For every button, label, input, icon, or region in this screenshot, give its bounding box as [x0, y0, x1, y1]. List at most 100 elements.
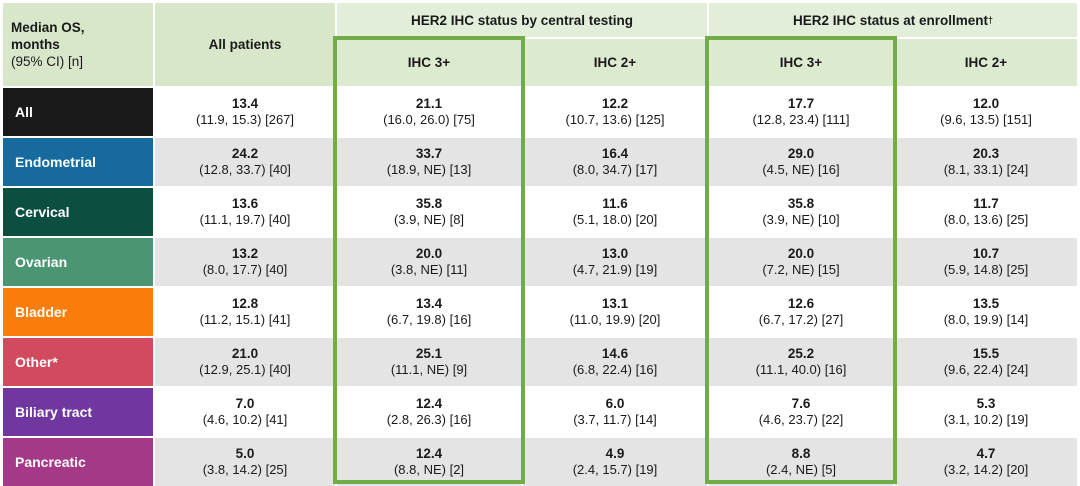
column-header-enroll-ihc3: IHC 3+	[709, 39, 893, 86]
cell-enroll-ihc2: 13.5 (8.0, 19.9) [14]	[895, 288, 1077, 336]
cell-value: 20.3	[972, 145, 1000, 161]
table-row: Ovarian 13.2 (8.0, 17.7) [40] 20.0 (3.8,…	[3, 238, 1077, 286]
corner-header-line3: (95% CI) [n]	[11, 54, 84, 69]
cell-value: 12.8	[231, 295, 259, 311]
cell-ci: (9.6, 13.5) [151]	[940, 112, 1032, 127]
cell-ci: (7.2, NE) [15]	[762, 262, 840, 277]
cell-central-ihc2: 11.6 (5.1, 18.0) [20]	[523, 188, 707, 236]
row-label: Endometrial	[3, 138, 153, 186]
cell-value: 10.7	[972, 245, 1000, 261]
central-testing-label: HER2 IHC status by central testing	[410, 12, 634, 28]
cell-enroll-ihc3: 29.0 (4.5, NE) [16]	[709, 138, 893, 186]
group-header-central-testing: HER2 IHC status by central testing	[337, 3, 707, 37]
cell-value: 12.0	[972, 95, 1000, 111]
table-row: Pancreatic 5.0 (3.8, 14.2) [25] 12.4 (8.…	[3, 438, 1077, 486]
cell-ci: (8.0, 17.7) [40]	[202, 262, 288, 277]
cell-enroll-ihc2: 10.7 (5.9, 14.8) [25]	[895, 238, 1077, 286]
table-row: All 13.4 (11.9, 15.3) [267] 21.1 (16.0, …	[3, 88, 1077, 136]
cell-value: 25.2	[787, 345, 815, 361]
column-header-all-patients: All patients	[155, 3, 335, 86]
table-row: Biliary tract 7.0 (4.6, 10.2) [41] 12.4 …	[3, 388, 1077, 436]
cell-ci: (11.0, 19.9) [20]	[569, 312, 661, 327]
cell-all-patients: 13.2 (8.0, 17.7) [40]	[155, 238, 335, 286]
cell-value: 12.6	[787, 295, 815, 311]
cell-central-ihc3: 13.4 (6.7, 19.8) [16]	[337, 288, 521, 336]
row-label-text: Bladder	[15, 304, 68, 320]
cell-central-ihc3: 20.0 (3.8, NE) [11]	[337, 238, 521, 286]
cell-ci: (5.9, 14.8) [25]	[943, 262, 1029, 277]
row-label: Ovarian	[3, 238, 153, 286]
cell-value: 16.4	[601, 145, 629, 161]
cell-value: 13.5	[972, 295, 1000, 311]
cell-ci: (3.8, 14.2) [25]	[202, 462, 288, 477]
cell-enroll-ihc2: 5.3 (3.1, 10.2) [19]	[895, 388, 1077, 436]
cell-value: 13.2	[231, 245, 259, 261]
cell-central-ihc2: 13.0 (4.7, 21.9) [19]	[523, 238, 707, 286]
cell-ci: (11.9, 15.3) [267]	[195, 112, 295, 127]
row-label: Pancreatic	[3, 438, 153, 486]
cell-ci: (11.1, 40.0) [16]	[755, 362, 847, 377]
cell-ci: (3.8, NE) [11]	[390, 262, 468, 277]
cell-central-ihc3: 35.8 (3.9, NE) [8]	[337, 188, 521, 236]
cell-value: 29.0	[787, 145, 815, 161]
row-label: Other*	[3, 338, 153, 386]
row-label: Biliary tract	[3, 388, 153, 436]
row-label-text: Endometrial	[15, 154, 96, 170]
row-label-text: Other*	[15, 354, 58, 370]
enrollment-label: HER2 IHC status at enrollment	[792, 12, 989, 28]
corner-header-line1: Median OS,	[11, 20, 85, 35]
cell-ci: (4.6, 23.7) [22]	[758, 412, 844, 427]
cell-value: 12.4	[415, 395, 443, 411]
cell-value: 20.0	[787, 245, 815, 261]
cell-all-patients: 21.0 (12.9, 25.1) [40]	[155, 338, 335, 386]
cell-all-patients: 24.2 (12.8, 33.7) [40]	[155, 138, 335, 186]
group-header-enrollment: HER2 IHC status at enrollment †	[709, 3, 1077, 37]
cell-ci: (10.7, 13.6) [125]	[565, 112, 665, 127]
cell-value: 13.0	[601, 245, 629, 261]
cell-enroll-ihc3: 12.6 (6.7, 17.2) [27]	[709, 288, 893, 336]
all-patients-label: All patients	[208, 37, 282, 52]
cell-value: 12.4	[415, 445, 443, 461]
row-label-text: Biliary tract	[15, 404, 93, 420]
row-label-text: Cervical	[15, 204, 70, 220]
cell-value: 35.8	[415, 195, 443, 211]
cell-value: 20.0	[415, 245, 443, 261]
cell-ci: (12.8, 33.7) [40]	[199, 162, 291, 177]
cell-value: 33.7	[415, 145, 443, 161]
cell-enroll-ihc3: 8.8 (2.4, NE) [5]	[709, 438, 893, 486]
cell-ci: (8.0, 19.9) [14]	[943, 312, 1029, 327]
cell-enroll-ihc3: 20.0 (7.2, NE) [15]	[709, 238, 893, 286]
cell-value: 6.0	[605, 395, 625, 411]
table-row: Bladder 12.8 (11.2, 15.1) [41] 13.4 (6.7…	[3, 288, 1077, 336]
cell-value: 11.6	[602, 195, 628, 211]
cell-central-ihc2: 12.2 (10.7, 13.6) [125]	[523, 88, 707, 136]
cell-central-ihc2: 6.0 (3.7, 11.7) [14]	[523, 388, 707, 436]
cell-value: 11.7	[973, 195, 999, 211]
cell-central-ihc3: 12.4 (2.8, 26.3) [16]	[337, 388, 521, 436]
cell-value: 21.0	[231, 345, 259, 361]
table-body: All 13.4 (11.9, 15.3) [267] 21.1 (16.0, …	[3, 88, 1077, 486]
cell-ci: (4.7, 21.9) [19]	[572, 262, 658, 277]
cell-value: 5.3	[976, 395, 996, 411]
table-row: Cervical 13.6 (11.1, 19.7) [40] 35.8 (3.…	[3, 188, 1077, 236]
cell-enroll-ihc2: 15.5 (9.6, 22.4) [24]	[895, 338, 1077, 386]
cell-value: 12.2	[601, 95, 629, 111]
cell-ci: (4.5, NE) [16]	[762, 162, 840, 177]
cell-central-ihc2: 16.4 (8.0, 34.7) [17]	[523, 138, 707, 186]
cell-ci: (2.4, NE) [5]	[765, 462, 837, 477]
cell-ci: (6.7, 19.8) [16]	[386, 312, 472, 327]
cell-value: 7.6	[791, 395, 811, 411]
cell-ci: (6.7, 17.2) [27]	[758, 312, 844, 327]
cell-ci: (12.8, 23.4) [111]	[752, 112, 850, 127]
cell-ci: (5.1, 18.0) [20]	[572, 212, 658, 227]
cell-ci: (4.6, 10.2) [41]	[202, 412, 288, 427]
cell-all-patients: 13.4 (11.9, 15.3) [267]	[155, 88, 335, 136]
row-label: Cervical	[3, 188, 153, 236]
cell-ci: (3.1, 10.2) [19]	[943, 412, 1029, 427]
column-header-central-ihc2: IHC 2+	[523, 39, 707, 86]
cell-ci: (18.9, NE) [13]	[386, 162, 472, 177]
cell-value: 13.1	[601, 295, 629, 311]
cell-ci: (8.0, 13.6) [25]	[943, 212, 1029, 227]
cell-ci: (3.9, NE) [10]	[762, 212, 840, 227]
cell-ci: (11.1, NE) [9]	[390, 362, 468, 377]
